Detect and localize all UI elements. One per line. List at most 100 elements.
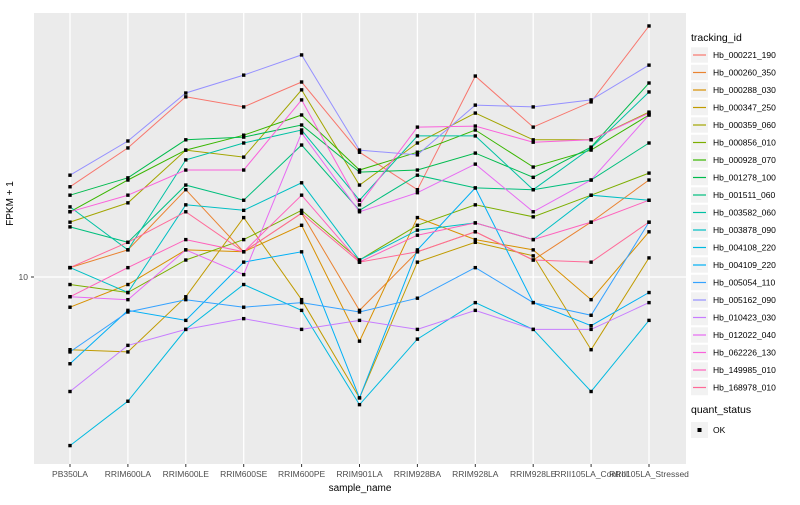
- data-point-marker: [473, 134, 477, 138]
- data-point-marker: [126, 265, 130, 270]
- data-point-marker: [68, 362, 72, 366]
- data-point-marker: [647, 220, 651, 224]
- data-point-marker: [473, 230, 477, 234]
- data-point-marker: [242, 282, 246, 287]
- data-point-marker: [647, 141, 651, 145]
- data-point-marker: [647, 63, 651, 67]
- data-point-marker: [242, 73, 246, 77]
- data-point-marker: [184, 318, 188, 323]
- legend-label: Hb_168978_010: [713, 383, 776, 393]
- data-point-marker: [126, 297, 130, 302]
- data-point-marker: [531, 258, 535, 262]
- data-point-marker: [184, 91, 188, 95]
- data-point-marker: [68, 205, 72, 209]
- data-point-marker: [242, 305, 246, 309]
- data-point-marker: [126, 310, 130, 314]
- data-point-marker: [357, 203, 362, 207]
- data-point-marker: [242, 155, 246, 159]
- data-point-marker: [531, 237, 535, 242]
- data-point-marker: [531, 248, 535, 252]
- data-point-marker: [473, 221, 477, 225]
- data-point-marker: [647, 230, 651, 234]
- data-point-marker: [415, 337, 420, 341]
- data-point-marker: [299, 193, 304, 197]
- data-point-marker: [531, 105, 535, 109]
- legend-label: Hb_004109_220: [713, 260, 776, 270]
- x-tick-label: RRII105LA_Stressed: [609, 469, 689, 479]
- data-point-marker: [242, 250, 246, 254]
- data-point-marker: [589, 98, 593, 102]
- legend-label: Hb_000856_010: [713, 138, 776, 148]
- data-point-marker: [415, 153, 420, 157]
- x-tick-label: RRIM600PE: [278, 469, 326, 479]
- data-point-marker: [299, 53, 304, 57]
- data-point-marker: [68, 225, 72, 229]
- data-point-marker: [647, 90, 651, 94]
- data-point-marker: [68, 220, 72, 224]
- data-point-marker: [531, 188, 535, 192]
- data-point-marker: [184, 95, 188, 99]
- data-point-marker: [415, 223, 420, 227]
- data-point-marker: [68, 210, 72, 214]
- quant-ok-marker-icon: [697, 428, 702, 432]
- data-point-marker: [473, 162, 477, 166]
- data-point-marker: [126, 240, 130, 245]
- data-point-marker: [589, 148, 593, 152]
- data-point-marker: [299, 113, 304, 117]
- data-point-marker: [473, 186, 477, 190]
- data-point-marker: [531, 138, 535, 142]
- data-point-marker: [184, 148, 188, 152]
- data-point-marker: [647, 256, 651, 260]
- data-point-marker: [126, 139, 130, 143]
- data-point-marker: [473, 240, 477, 245]
- data-point-marker: [531, 125, 535, 129]
- data-point-marker: [68, 265, 72, 270]
- data-point-marker: [299, 250, 304, 254]
- data-point-marker: [415, 191, 420, 195]
- x-tick-label: RRIM600LA: [105, 469, 152, 479]
- data-point-marker: [415, 248, 420, 252]
- data-point-marker: [589, 297, 593, 302]
- data-point-marker: [531, 165, 535, 169]
- data-point-marker: [126, 350, 130, 354]
- data-point-marker: [299, 143, 304, 147]
- data-point-marker: [589, 347, 593, 352]
- data-point-marker: [589, 313, 593, 317]
- legend-label: Hb_000928_070: [713, 155, 776, 165]
- data-point-marker: [647, 290, 651, 295]
- x-tick-label: RRII105LA_Control: [554, 469, 628, 479]
- x-tick-label: RRIM600SE: [220, 469, 268, 479]
- data-point-marker: [68, 295, 72, 299]
- data-point-marker: [415, 228, 420, 232]
- data-point-marker: [357, 402, 362, 407]
- x-tick-label: RRIM600LE: [163, 469, 210, 479]
- data-point-marker: [242, 133, 246, 137]
- data-point-marker: [184, 203, 188, 207]
- data-point-marker: [415, 250, 420, 254]
- data-point-marker: [299, 80, 304, 84]
- y-tick-label: 10: [19, 272, 29, 282]
- x-axis-title: sample_name: [329, 483, 392, 494]
- data-point-marker: [357, 148, 362, 152]
- data-point-marker: [68, 185, 72, 189]
- data-point-marker: [126, 248, 130, 252]
- data-point-marker: [299, 181, 304, 185]
- data-point-marker: [242, 105, 246, 109]
- data-point-marker: [126, 193, 130, 197]
- legend-label: Hb_003582_060: [713, 208, 776, 218]
- data-point-marker: [415, 215, 420, 220]
- data-point-marker: [415, 134, 420, 138]
- data-point-marker: [184, 297, 188, 302]
- data-point-marker: [68, 443, 72, 448]
- data-point-marker: [473, 128, 477, 132]
- data-point-marker: [473, 74, 477, 78]
- data-point-marker: [242, 208, 246, 213]
- data-point-marker: [589, 220, 593, 224]
- data-point-marker: [184, 138, 188, 142]
- data-point-marker: [357, 170, 362, 174]
- data-point-marker: [647, 300, 651, 305]
- data-point-marker: [589, 100, 593, 104]
- data-point-marker: [299, 308, 304, 313]
- data-point-marker: [299, 88, 304, 92]
- data-point-marker: [531, 254, 535, 258]
